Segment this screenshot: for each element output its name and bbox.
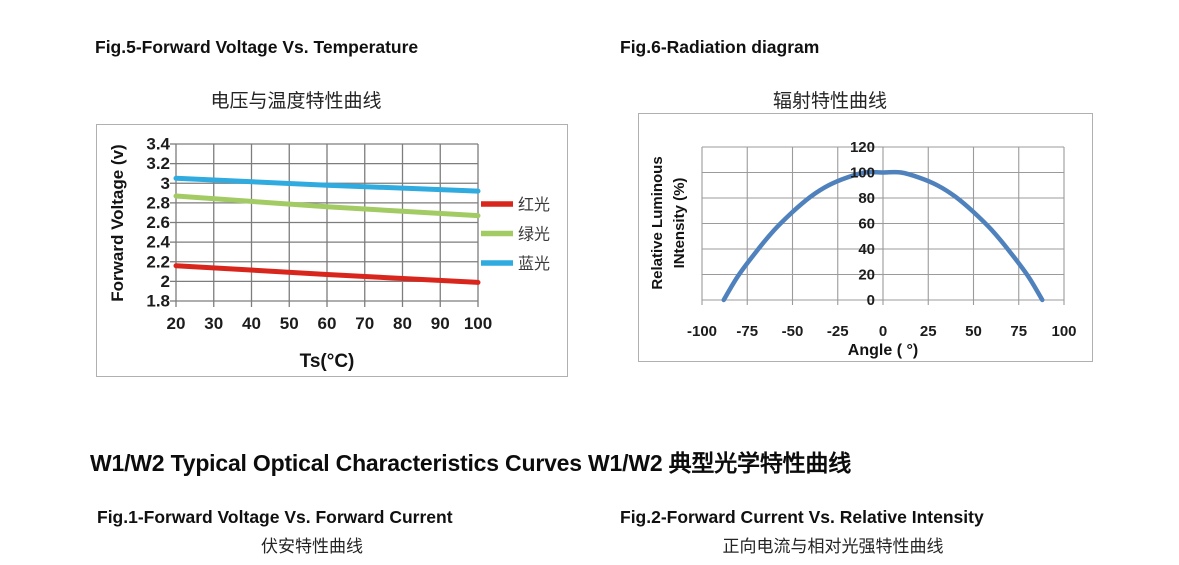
- x-tick-label: 20: [167, 314, 186, 333]
- x-tick-label: 75: [1010, 323, 1027, 340]
- fig6-subtitle-cn: 辐射特性曲线: [772, 90, 887, 112]
- y-tick-label: 100: [850, 165, 875, 182]
- fig1-caption-block: Fig.1-Forward Voltage Vs. Forward Curren…: [97, 507, 527, 557]
- x-tick-label: -75: [736, 323, 758, 340]
- y-tick-label: 2.4: [146, 233, 170, 252]
- x-tick-label: 100: [464, 314, 492, 333]
- y-tick-label: 20: [858, 267, 875, 284]
- y-tick-label: 3.4: [146, 135, 170, 154]
- x-tick-label: -100: [687, 323, 717, 340]
- fig5-subtitle-cn: 电压与温度特性曲线: [210, 90, 382, 112]
- y-tick-label: 3.2: [146, 154, 170, 173]
- y-tick-label: 80: [858, 190, 875, 207]
- series-line-1: [173, 193, 481, 219]
- y-tick-label: 120: [850, 139, 875, 156]
- fig5-caption: Fig.5-Forward Voltage Vs. Temperature: [95, 37, 419, 57]
- y-tick-label: 3: [161, 174, 170, 193]
- x-axis-title: Angle ( °): [848, 342, 918, 359]
- fig2-subtitle-cn: 正向电流与相对光强特性曲线: [722, 537, 944, 557]
- x-tick-label: 0: [879, 323, 887, 340]
- x-tick-label: 70: [355, 314, 374, 333]
- gridlines: [175, 143, 479, 302]
- y-tick-label: 2.6: [146, 213, 170, 232]
- y-tick-label: 2: [161, 272, 170, 291]
- y-tick-label: 1.8: [146, 292, 170, 311]
- series-line-2: [173, 175, 481, 194]
- x-tick-label: 100: [1051, 323, 1076, 340]
- legend-label-0: 红光: [518, 196, 550, 214]
- x-tick-label: -50: [782, 323, 804, 340]
- fig2-caption: Fig.2-Forward Current Vs. Relative Inten…: [620, 507, 984, 527]
- legend-label-2: 蓝光: [518, 255, 550, 273]
- x-axis-title: Ts(°C): [300, 351, 355, 372]
- y-axis-title: Relative Luminous: [649, 156, 666, 289]
- fig6-chart: 0 20 40 60 80 100 120 -100 -75 -50 -25 0 25 50 75 100 An…: [638, 113, 1093, 362]
- legend-label-1: 绿光: [518, 226, 550, 244]
- x-tick-label: 60: [318, 314, 337, 333]
- section-heading: W1/W2 Typical Optical Characteristics Cu…: [90, 450, 852, 476]
- fig1-caption: Fig.1-Forward Voltage Vs. Forward Curren…: [97, 507, 453, 527]
- x-tick-label: 90: [431, 314, 450, 333]
- x-tick-label: 50: [965, 323, 982, 340]
- y-tick-label: 2.8: [146, 193, 170, 212]
- x-tick-label: 80: [393, 314, 412, 333]
- series-line-0: [173, 263, 481, 285]
- x-tick-label: 25: [920, 323, 937, 340]
- y-axis-title: Forward Voltage (v): [108, 144, 127, 301]
- x-tick-label: 40: [242, 314, 261, 333]
- x-tick-label: 30: [204, 314, 223, 333]
- y-axis-title: INtensity (%): [671, 178, 688, 269]
- x-tick-label: -25: [827, 323, 849, 340]
- fig1-subtitle-cn: 伏安特性曲线: [261, 537, 363, 557]
- fig2-caption-block: Fig.2-Forward Current Vs. Relative Inten…: [620, 507, 1046, 557]
- fig6-caption: Fig.6-Radiation diagram: [620, 37, 820, 57]
- series-line-0: [721, 169, 1045, 303]
- axis-ticks: [170, 143, 479, 307]
- y-tick-label: 0: [867, 292, 875, 309]
- fig5-chart-svg: 1.822.22.42.62.833.23.4 20 30 40 50 60 70 80 90 1…: [108, 135, 550, 373]
- fig5-chart: 1.8 2 2.2 2.4 2.6 2.8 3 3.2 3.4 20 30 40 50 60 70 80 90 1…: [96, 124, 568, 377]
- x-tick-label: 50: [280, 314, 299, 333]
- fig6-chart-svg: 0 20 40 60 80 100 120 -100 -75 -50 -25 0 25 50 75 100 An…: [649, 139, 1077, 359]
- y-tick-label: 2.2: [146, 252, 170, 271]
- y-tick-label: 60: [858, 216, 875, 233]
- y-tick-label: 40: [858, 241, 875, 258]
